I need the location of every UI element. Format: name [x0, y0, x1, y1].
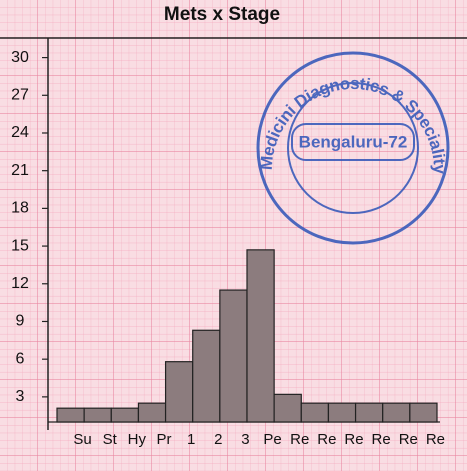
bar	[247, 250, 274, 422]
bar	[57, 408, 84, 422]
stamp-city: Bengaluru-72	[299, 132, 408, 151]
x-tick-label: Re	[426, 431, 445, 448]
y-tick-label: 6	[16, 350, 25, 367]
x-tick-label: 1	[187, 431, 195, 448]
bar	[356, 403, 383, 422]
bar	[111, 408, 138, 422]
x-tick-label: Hy	[128, 431, 147, 448]
x-tick-label: 2	[214, 431, 222, 448]
bar	[138, 403, 165, 422]
y-tick-label: 18	[11, 200, 29, 217]
bar	[220, 290, 247, 422]
chart: Mets x Stage 36912151821242730SuStHyPr12…	[0, 0, 467, 471]
y-tick-label: 9	[16, 313, 25, 330]
bar	[84, 408, 111, 422]
y-tick-label: 27	[11, 87, 29, 104]
x-tick-label: Re	[317, 431, 336, 448]
y-tick-label: 24	[11, 124, 29, 141]
bar	[301, 403, 328, 422]
bar	[193, 330, 220, 422]
x-tick-label: 3	[241, 431, 249, 448]
x-tick-label: Re	[344, 431, 363, 448]
x-tick-label: Re	[290, 431, 309, 448]
y-tick-label: 3	[16, 388, 25, 405]
y-tick-label: 15	[11, 237, 29, 254]
bar	[166, 362, 193, 422]
bar	[383, 403, 410, 422]
y-tick-label: 30	[11, 49, 29, 66]
y-tick-label: 12	[11, 275, 29, 292]
bar	[274, 394, 301, 422]
x-tick-label: Pe	[263, 431, 281, 448]
x-tick-label: Re	[372, 431, 391, 448]
x-tick-label: St	[103, 431, 118, 448]
bar	[410, 403, 437, 422]
x-tick-label: Su	[73, 431, 91, 448]
y-tick-label: 21	[11, 162, 29, 179]
x-tick-label: Re	[399, 431, 418, 448]
bar	[328, 403, 355, 422]
x-tick-label: Pr	[157, 431, 172, 448]
chart-title: Mets x Stage	[164, 4, 280, 25]
